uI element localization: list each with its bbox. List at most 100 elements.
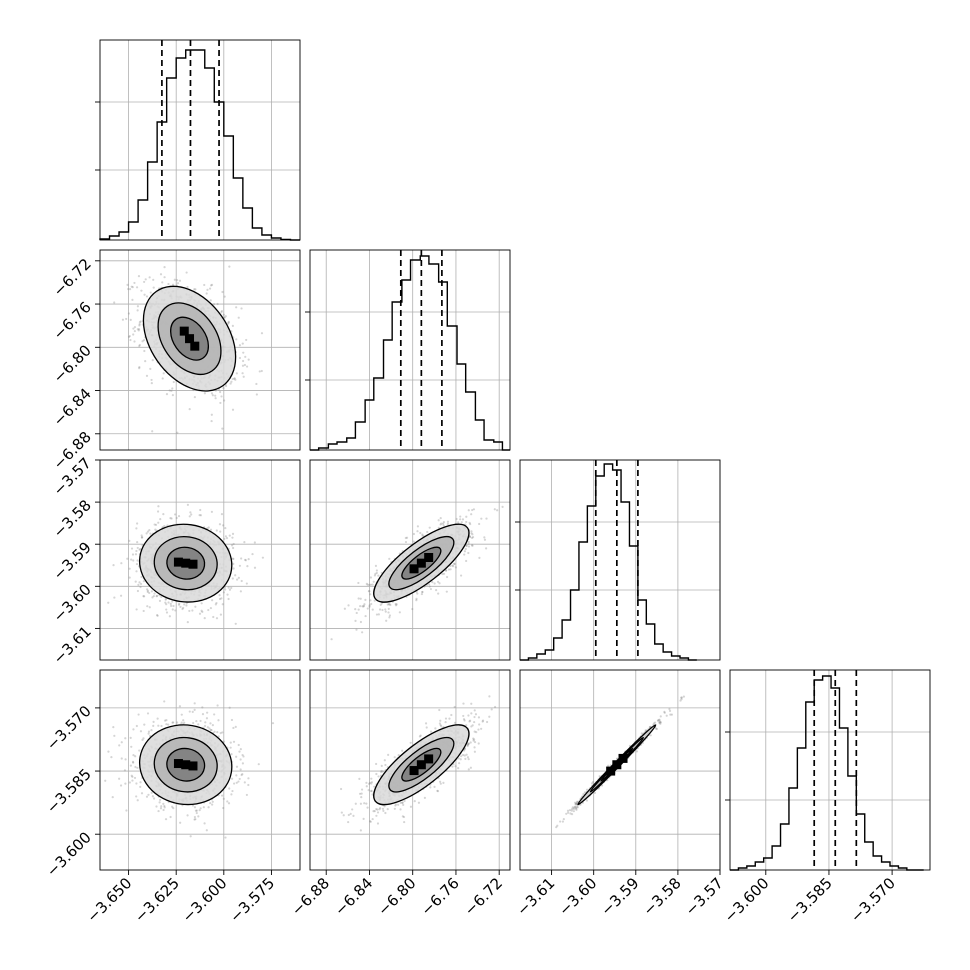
sample-point (200, 602, 203, 605)
sample-point (139, 582, 143, 586)
sample-point (135, 724, 138, 728)
sample-point (455, 517, 458, 521)
sample-point (420, 592, 424, 596)
sample-point (138, 367, 141, 370)
sample-point (213, 713, 216, 716)
sample-point (163, 700, 166, 703)
sample-point (136, 799, 139, 802)
sample-point (463, 749, 466, 752)
sample-point (119, 594, 123, 597)
sample-point (243, 363, 247, 367)
sample-point (148, 276, 151, 279)
sample-point (449, 568, 452, 571)
sample-point (467, 540, 470, 543)
sample-point (199, 807, 202, 810)
sample-point (231, 789, 234, 793)
sample-point (146, 605, 149, 608)
peak-density-cell (173, 759, 183, 769)
sample-point (203, 724, 207, 728)
sample-point (246, 565, 249, 568)
sample-point (232, 726, 235, 730)
sample-point (222, 806, 225, 810)
sample-point (130, 547, 134, 550)
sample-point (176, 721, 179, 724)
sample-point (371, 608, 374, 611)
sample-point (244, 558, 247, 561)
sample-point (143, 280, 146, 284)
sample-point (144, 360, 147, 363)
sample-point (395, 603, 398, 606)
contour-line-0 (138, 724, 233, 806)
sample-point (425, 726, 428, 729)
histogram-panel-3 (725, 669, 931, 871)
sample-point (146, 530, 150, 533)
sample-point (227, 597, 230, 601)
sample-point (172, 721, 175, 724)
sample-point (210, 510, 213, 513)
sample-point (164, 598, 167, 601)
sample-point (190, 513, 193, 516)
sample-point (132, 753, 135, 757)
sample-point (247, 777, 250, 780)
sample-point (153, 523, 156, 526)
sample-point (375, 762, 378, 766)
scatter-panel-0-2 (99, 459, 301, 661)
sample-point (371, 583, 374, 586)
sample-point (239, 748, 242, 751)
sample-point (453, 562, 456, 565)
sample-point (232, 567, 235, 570)
sample-point (379, 603, 382, 606)
sample-point (203, 283, 206, 287)
sample-point (439, 523, 442, 526)
sample-point (459, 515, 462, 518)
sample-point (438, 708, 441, 712)
sample-point (355, 628, 358, 631)
sample-point (470, 725, 473, 728)
sample-point (359, 605, 362, 608)
sample-point (242, 351, 245, 354)
sample-point (237, 316, 240, 319)
histogram-step-line (310, 255, 510, 451)
sample-point (457, 521, 460, 524)
sample-point (179, 821, 182, 824)
sample-point (471, 544, 474, 547)
sample-point (165, 603, 168, 606)
sample-point (110, 755, 113, 759)
sample-point (239, 590, 242, 593)
panel-content (104, 700, 275, 839)
sample-point (135, 782, 138, 785)
sample-point (385, 619, 388, 622)
sample-point (150, 590, 153, 593)
sample-point (239, 768, 242, 771)
sample-point (228, 706, 231, 709)
histogram-panel-0 (95, 39, 301, 241)
sample-point (131, 553, 135, 556)
sample-point (464, 547, 467, 551)
sample-point (220, 311, 223, 314)
sample-point (211, 800, 214, 803)
sample-point (107, 601, 110, 604)
sample-point (191, 710, 194, 713)
sample-point (481, 720, 484, 723)
sample-point (415, 599, 418, 602)
sample-point (136, 522, 139, 525)
sample-point (177, 603, 181, 606)
sample-point (470, 513, 473, 516)
sample-point (471, 535, 475, 539)
sample-point (159, 518, 162, 521)
sample-point (211, 724, 214, 727)
contour-line-1 (153, 535, 218, 591)
sample-point (461, 753, 465, 757)
sample-point (421, 590, 424, 594)
sample-point (193, 708, 196, 711)
sample-point (152, 278, 155, 281)
sample-point (167, 723, 170, 726)
sample-point (119, 784, 123, 787)
sample-point (224, 526, 227, 530)
sample-point (419, 531, 422, 535)
sample-point (230, 380, 233, 383)
sample-point (183, 721, 186, 724)
sample-point (442, 572, 446, 575)
sample-point (223, 316, 226, 319)
sample-point (223, 295, 226, 298)
